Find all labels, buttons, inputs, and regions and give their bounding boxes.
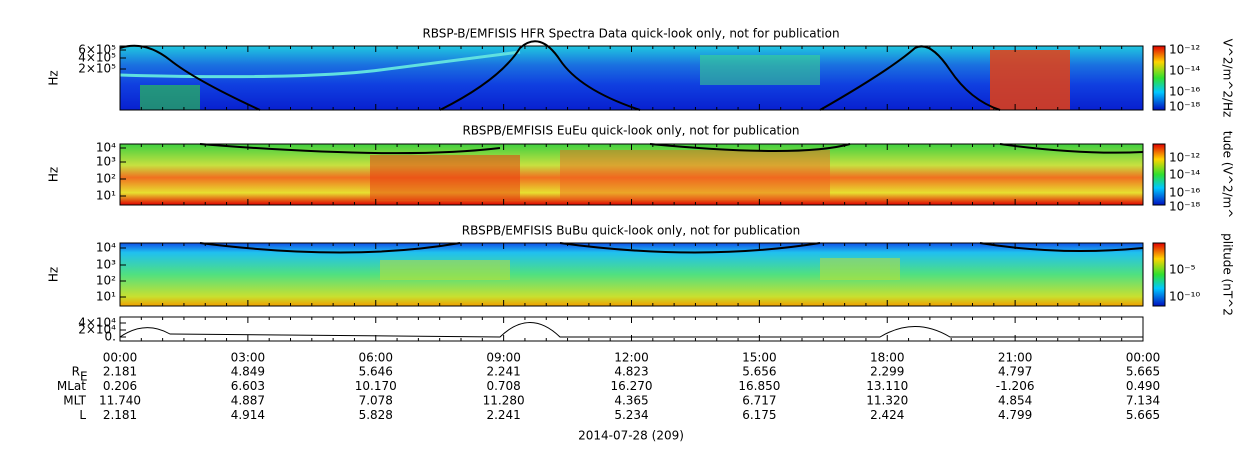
- ephemeris-value: 4.797: [998, 365, 1032, 379]
- y-tick-label: 10²: [96, 172, 116, 186]
- y-tick-label: 4×10⁵: [78, 51, 116, 65]
- ephemeris-value: 13.110: [866, 379, 908, 393]
- colorbar-label: tude (V^2/m^: [1221, 131, 1235, 219]
- colorbar-label: plitude (nT^2: [1221, 233, 1235, 316]
- ephemeris-value: 7.078: [359, 394, 393, 408]
- ephemeris-value: 4.799: [998, 408, 1032, 422]
- ephemeris-value: 4.823: [614, 365, 648, 379]
- ephemeris-value: 4.914: [231, 408, 265, 422]
- colorbar-tick-label: 10⁻¹⁸: [1169, 200, 1200, 214]
- ephemeris-value: 2.424: [870, 408, 904, 422]
- colorbar-tick-label: 10⁻¹⁴: [1169, 168, 1200, 182]
- y-tick-label: 6×10⁵: [78, 43, 116, 57]
- y-axis-label: Hz: [47, 267, 61, 282]
- ephemeris-value: 11.740: [99, 394, 141, 408]
- ephemeris-value: 5.665: [1126, 365, 1160, 379]
- y-tick-label: 10²: [96, 274, 116, 288]
- y-axis-label: Hz: [47, 167, 61, 182]
- ephemeris-value: 4.854: [998, 394, 1032, 408]
- colorbar-tick-label: 10⁻⁵: [1169, 263, 1196, 277]
- ephemeris-value: 5.828: [359, 408, 393, 422]
- x-tick-label: 18:00: [870, 351, 905, 365]
- spectrogram-3: [120, 242, 1144, 306]
- y-tick-label: 10¹: [96, 189, 116, 203]
- ephemeris-value: 2.299: [870, 365, 904, 379]
- x-tick-label: 09:00: [486, 351, 521, 365]
- y-tick-label: 4×10⁴: [78, 316, 116, 330]
- ephemeris-value: 0.206: [103, 379, 137, 393]
- x-tick-label: 00:00: [1126, 351, 1161, 365]
- y-tick-label: 10⁴: [96, 141, 116, 155]
- x-tick-label: 03:00: [231, 351, 266, 365]
- ephemeris-value: 2.241: [486, 408, 520, 422]
- y-tick-label: 2×10⁴: [78, 323, 116, 337]
- ephemeris-value: 5.646: [359, 365, 393, 379]
- x-tick-label: 21:00: [998, 351, 1033, 365]
- x-tick-label: 12:00: [614, 351, 649, 365]
- ephemeris-label: MLT: [63, 394, 86, 408]
- ephemeris-value: 0.490: [1126, 379, 1160, 393]
- y-tick-label: 2×10⁵: [78, 62, 116, 76]
- ephemeris-label-sub: E: [80, 370, 88, 384]
- ephemeris-value: 5.656: [742, 365, 776, 379]
- ephemeris-label: MLat: [57, 379, 86, 393]
- y-tick-label: 10³: [96, 258, 116, 272]
- x-tick-label: 00:00: [103, 351, 138, 365]
- spectrogram-2: [120, 143, 1144, 205]
- colorbar-tick-label: 10⁻¹⁸: [1169, 100, 1200, 114]
- ephemeris-value: 7.134: [1126, 394, 1160, 408]
- ephemeris-value: 2.181: [103, 408, 137, 422]
- panel-title: RBSPB/EMFISIS EuEu quick-look only, not …: [462, 124, 799, 138]
- ephemeris-value: 11.320: [866, 394, 908, 408]
- ephemeris-value: 4.365: [614, 394, 648, 408]
- ephemeris-value: 6.175: [742, 408, 776, 422]
- colorbar-tick-label: 10⁻¹²: [1169, 43, 1200, 57]
- colorbar-tick-label: 10⁻¹⁰: [1169, 290, 1200, 304]
- x-tick-label: 06:00: [358, 351, 393, 365]
- x-tick-label: 15:00: [742, 351, 777, 365]
- date: 2014-07-28 (209): [578, 429, 684, 443]
- y-axis-label: Hz: [47, 70, 61, 85]
- ephemeris-value: 10.170: [355, 379, 397, 393]
- ephemeris-value: 16.270: [611, 379, 653, 393]
- ephemeris-value: 2.181: [103, 365, 137, 379]
- colorbar-tick-label: 10⁻¹²: [1169, 151, 1200, 165]
- spectrogram-1: [119, 40, 1143, 111]
- ephemeris-value: 4.849: [231, 365, 265, 379]
- colorbar-tick-label: 10⁻¹⁶: [1169, 186, 1200, 200]
- y-tick-label: 10¹: [96, 290, 116, 304]
- colorbar-tick-label: 10⁻¹⁶: [1169, 85, 1200, 99]
- ephemeris-value: 11.280: [483, 394, 525, 408]
- y-tick-label: 10³: [96, 155, 116, 169]
- ephemeris-value: 16.850: [738, 379, 780, 393]
- ephemeris-label: L: [79, 408, 86, 422]
- ephemeris-label: R: [72, 365, 80, 379]
- ephemeris-value: 4.887: [231, 394, 265, 408]
- colorbar-label: V^2/m^2/Hz: [1221, 39, 1235, 118]
- ephemeris-value: 5.234: [614, 408, 648, 422]
- colorbar-tick-label: 10⁻¹⁴: [1169, 64, 1200, 78]
- ephemeris-value: -1.206: [996, 379, 1035, 393]
- ephemeris-value: 2.241: [486, 365, 520, 379]
- ephemeris-value: 6.603: [231, 379, 265, 393]
- ephemeris-value: 5.665: [1126, 408, 1160, 422]
- y-tick-label: 0.: [105, 330, 116, 344]
- ephemeris-value: 6.717: [742, 394, 776, 408]
- panel-title: RBSPB/EMFISIS BuBu quick-look only, not …: [462, 224, 800, 238]
- y-tick-label: 10⁴: [96, 241, 116, 255]
- panel-title: RBSP-B/EMFISIS HFR Spectra Data quick-lo…: [422, 27, 839, 41]
- ephemeris-value: 0.708: [486, 379, 520, 393]
